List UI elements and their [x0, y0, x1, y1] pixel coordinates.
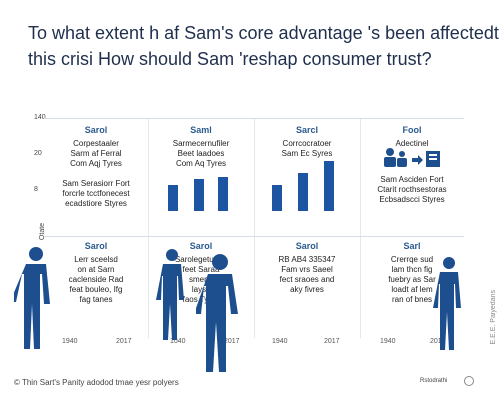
footer-right: Rstodrathi [420, 378, 448, 384]
panel-text-extra: Sam Serasiorr Fort forcrle tcctfonecest … [62, 179, 130, 208]
panel-top-1: Sarol Corpestaaler Sarm af Ferral Com Aq… [44, 118, 148, 229]
year-label: 2017 [224, 338, 240, 345]
panel-title: Sarol [84, 241, 108, 251]
panel-title: Sarol [295, 241, 319, 251]
person-silhouette [156, 249, 184, 340]
panel-text: Crerrqe sud lam thcn fig fuebry as Sar l… [388, 255, 436, 304]
panel-text-extra: Sam Asciden Fort Ctarit rocthsestoras Ec… [377, 175, 447, 204]
person-silhouette [196, 254, 238, 372]
y-tick-1: 140 [34, 114, 46, 121]
panel-text: Corrcocratoer Sam Ec Syres [281, 139, 333, 158]
year-label: 2017 [116, 338, 132, 345]
panel-bottom-3: Sarol RB AB4 335347 Fam vrs Saeel fect s… [254, 236, 360, 333]
panel-text: RB AB4 335347 Fam vrs Saeel fect sraoes … [278, 255, 336, 294]
bar [324, 161, 334, 211]
grid-divider [254, 118, 255, 338]
panel-title: Fool [402, 125, 422, 135]
panel-top-3: Sarcl Corrcocratoer Sam Ec Syres [254, 118, 360, 229]
bar [272, 185, 282, 211]
footer-note: © Thin Sart's Panity adodod tmae yesr po… [14, 378, 179, 387]
person-silhouette [14, 247, 50, 349]
grid-divider [148, 118, 149, 338]
year-label: 1940 [272, 338, 288, 345]
circle-icon [464, 376, 474, 386]
year-label: 2017 [324, 338, 340, 345]
panel-text: Sarmecernufiler Beet laadoes Com Aq Tyre… [172, 139, 230, 168]
grid-divider [360, 118, 361, 338]
panel-top-4: Fool Adectinel Sam Asciden Fort Ctarit r… [360, 118, 464, 229]
year-label: 2017 [430, 338, 446, 345]
bar [168, 185, 178, 211]
people-icon [384, 148, 440, 167]
bar [218, 177, 228, 211]
panel-title: Sarol [84, 125, 108, 135]
panel-bottom-1: Sarol Lerr sceelsd on at Sarn caclenside… [44, 236, 148, 333]
y-tick-2: 20 [34, 150, 42, 157]
bar [194, 179, 204, 211]
panel-bottom-4: Sarl Crerrqe sud lam thcn fig fuebry as … [360, 236, 464, 333]
panel-title: Sarl [403, 241, 421, 251]
bar [298, 173, 308, 211]
panel-text: Lerr sceelsd on at Sarn caclenside Rad f… [68, 255, 124, 304]
year-label: 1040 [170, 338, 186, 345]
title-line-1: To what extent h af Sam's core advantage… [28, 23, 499, 43]
panel-text: Corpestaaler Sarm af Ferral Com Aqj Tyre… [70, 139, 122, 168]
title-line-2: this crisi How should Sam 'reshap consum… [28, 49, 432, 69]
panel-title: Saml [190, 125, 212, 135]
panel-text: Adectinel [395, 139, 429, 148]
panel-top-2: Saml Sarmecernufiler Beet laadoes Com Aq… [148, 118, 254, 229]
panel-title: Sarcl [295, 125, 319, 135]
person-silhouette [433, 257, 461, 350]
panel-title: Sarol [189, 241, 213, 251]
y-tick-3: 8 [34, 186, 38, 193]
year-label: 1940 [380, 338, 396, 345]
year-label: 1940 [62, 338, 78, 345]
side-label: E.E.E. Paiyedans [490, 290, 497, 345]
